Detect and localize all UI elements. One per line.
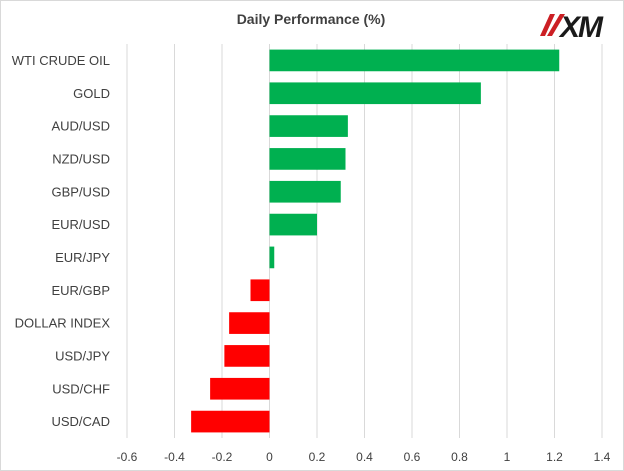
category-label: GBP/USD [51, 184, 110, 199]
x-tick-label: 0.6 [404, 450, 421, 464]
tick-labels: -0.6 -0.4 -0.2 0 0.2 0.4 0.6 0.8 1 1.2 1.4 [117, 450, 611, 464]
category-label: EUR/USD [51, 217, 110, 232]
bar [269, 49, 560, 72]
x-tick-label: -0.6 [117, 450, 138, 464]
bar [250, 279, 270, 302]
category-label: EUR/GBP [51, 283, 110, 298]
category-label: AUD/USD [51, 119, 110, 134]
x-tick-label: 1.4 [594, 450, 611, 464]
category-label: USD/CHF [52, 381, 110, 396]
category-label: WTI CRUDE OIL [12, 53, 110, 68]
category-label: DOLLAR INDEX [15, 316, 111, 331]
logo-mark-right [547, 14, 565, 36]
bar [269, 115, 348, 137]
category-label: USD/JPY [55, 348, 110, 363]
category-labels: WTI CRUDE OIL GOLD AUD/USD NZD/USD GBP/USD EU… [12, 53, 111, 429]
x-tick-label: -0.4 [164, 450, 185, 464]
x-tick-label: 0.2 [309, 450, 326, 464]
x-tick-label: 1 [504, 450, 511, 464]
category-label: GOLD [73, 86, 110, 101]
bar [269, 246, 275, 269]
logo-text: XM [558, 11, 604, 44]
x-tick-label: 0.4 [356, 450, 373, 464]
xm-logo: XM [540, 11, 606, 44]
x-tick-label: -0.2 [212, 450, 233, 464]
x-tick-label: 0.8 [451, 450, 468, 464]
bar [269, 82, 481, 105]
category-label: EUR/JPY [55, 250, 110, 265]
bars [191, 49, 560, 433]
bar [269, 213, 317, 236]
bar [269, 148, 346, 170]
category-label: NZD/USD [52, 151, 110, 166]
x-tick-label: 0 [266, 450, 273, 464]
bar [229, 312, 270, 334]
logo-mark-left [540, 14, 555, 36]
bar [191, 410, 270, 433]
x-tick-label: 1.2 [546, 450, 563, 464]
category-label: USD/CAD [51, 414, 110, 429]
bar [224, 345, 270, 367]
bar [210, 377, 270, 400]
bar [269, 180, 341, 203]
chart-title: Daily Performance (%) [236, 11, 386, 27]
grid-lines [126, 44, 603, 438]
